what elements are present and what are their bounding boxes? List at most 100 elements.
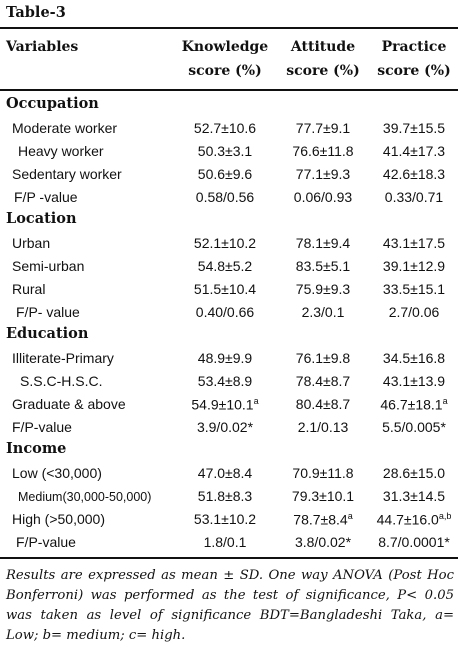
attitude-value: 78.1±9.4 — [295, 235, 351, 251]
row-label: Heavy worker — [18, 143, 104, 159]
knowledge-value: 54.8±5.2 — [197, 258, 253, 274]
practice-value: 34.5±16.8 — [382, 350, 446, 366]
knowledge-value: 0.40/0.66 — [195, 304, 255, 320]
attitude-value: 77.1±9.3 — [295, 166, 351, 182]
significance-marker: a,b — [438, 511, 452, 521]
table-row: Illiterate-Primary 48.9±9.9 76.1±9.8 34.… — [0, 348, 458, 371]
knowledge-value: 53.4±8.9 — [197, 373, 253, 389]
table-row: Medium(30,000-50,000) 51.8±8.3 79.3±10.1… — [0, 486, 458, 509]
practice-value: 43.1±13.9 — [382, 373, 446, 389]
attitude-value: 3.8/0.02* — [294, 534, 352, 550]
section-location: Location — [6, 210, 77, 227]
attitude-value: 83.5±5.1 — [295, 258, 351, 274]
knowledge-value: 53.1±10.2 — [193, 511, 257, 527]
practice-value: 41.4±17.3 — [382, 143, 446, 159]
table-row: Rural 51.5±10.4 75.9±9.3 33.5±15.1 — [0, 279, 458, 302]
row-label: F/P-value — [12, 419, 72, 435]
practice-value: 46.7±18.1a — [370, 396, 458, 413]
practice-value: 31.3±14.5 — [382, 488, 446, 504]
table-row: F/P- value 0.40/0.66 2.3/0.1 2.7/0.06 — [0, 302, 458, 325]
table-row: Graduate & above 54.9±10.1a 80.4±8.7 46.… — [0, 394, 458, 417]
table-row: F/P -value 0.58/0.56 0.06/0.93 0.33/0.71 — [0, 187, 458, 210]
knowledge-value: 47.0±8.4 — [197, 465, 253, 481]
header-knowledge-line1: Knowledge — [181, 39, 269, 55]
practice-value: 28.6±15.0 — [382, 465, 446, 481]
table-row: High (>50,000) 53.1±10.2 78.7±8.4a 44.7±… — [0, 509, 458, 532]
table-row: Low (<30,000) 47.0±8.4 70.9±11.8 28.6±15… — [0, 463, 458, 486]
table-footnote: Results are expressed as mean ± SD. One … — [6, 568, 454, 643]
header-attitude-line2: score (%) — [286, 63, 360, 79]
knowledge-value: 51.8±8.3 — [197, 488, 253, 504]
header-rule — [0, 89, 458, 91]
practice-value: 8.7/0.0001* — [378, 534, 450, 550]
header-practice: Practice score (%) — [370, 35, 458, 83]
table-row: F/P-value 1.8/0.1 3.8/0.02* 8.7/0.0001* — [0, 532, 458, 555]
knowledge-value: 0.58/0.56 — [195, 189, 255, 205]
header-attitude: Attitude score (%) — [278, 35, 368, 83]
table-title: Table-3 — [6, 4, 66, 21]
practice-value: 39.7±15.5 — [382, 120, 446, 136]
section-income: Income — [6, 440, 67, 457]
knowledge-value: 3.9/0.02* — [196, 419, 254, 435]
header-attitude-line1: Attitude — [290, 39, 356, 55]
value-text: 44.7±16.0 — [376, 511, 439, 528]
value-text: 78.7±8.4 — [293, 511, 348, 528]
attitude-value: 76.6±11.8 — [292, 143, 354, 159]
row-label: Rural — [12, 281, 46, 297]
bottom-rule — [0, 557, 458, 559]
practice-value: 5.5/0.005* — [382, 419, 446, 435]
table-row: Urban 52.1±10.2 78.1±9.4 43.1±17.5 — [0, 233, 458, 256]
significance-marker: a — [347, 511, 353, 521]
row-label: F/P-value — [16, 534, 76, 550]
attitude-value: 80.4±8.7 — [295, 396, 351, 412]
attitude-value: 70.9±11.8 — [292, 465, 354, 481]
section-education: Education — [6, 325, 89, 342]
row-label: Low (<30,000) — [12, 465, 102, 481]
row-label: Urban — [12, 235, 51, 251]
header-knowledge-line2: score (%) — [188, 63, 262, 79]
table-row: S.S.C-H.S.C. 53.4±8.9 78.4±8.7 43.1±13.9 — [0, 371, 458, 394]
knowledge-value: 51.5±10.4 — [193, 281, 257, 297]
practice-value: 0.33/0.71 — [384, 189, 444, 205]
row-label: S.S.C-H.S.C. — [20, 373, 103, 389]
knowledge-value: 52.7±10.6 — [193, 120, 257, 136]
value-text: 54.9±10.1 — [191, 396, 254, 413]
significance-marker: a — [253, 396, 259, 406]
table-row: Heavy worker 50.3±3.1 76.6±11.8 41.4±17.… — [0, 141, 458, 164]
header-knowledge: Knowledge score (%) — [176, 35, 274, 83]
table-row: Sedentary worker 50.6±9.6 77.1±9.3 42.6±… — [0, 164, 458, 187]
practice-value: 43.1±17.5 — [382, 235, 446, 251]
knowledge-value: 48.9±9.9 — [197, 350, 253, 366]
attitude-value: 2.3/0.1 — [301, 304, 345, 320]
table-row: F/P-value 3.9/0.02* 2.1/0.13 5.5/0.005* — [0, 417, 458, 440]
significance-marker: a — [442, 396, 448, 406]
top-rule — [0, 27, 458, 29]
attitude-value: 77.7±9.1 — [295, 120, 351, 136]
knowledge-value: 52.1±10.2 — [193, 235, 257, 251]
row-label: Sedentary worker — [12, 166, 122, 182]
practice-value: 39.1±12.9 — [382, 258, 446, 274]
practice-value: 33.5±15.1 — [382, 281, 446, 297]
row-label: F/P- value — [16, 304, 80, 320]
table-row: Moderate worker 52.7±10.6 77.7±9.1 39.7±… — [0, 118, 458, 141]
row-label: Moderate worker — [12, 120, 118, 136]
row-label: Medium(30,000-50,000) — [18, 490, 152, 504]
knowledge-value: 50.3±3.1 — [197, 143, 253, 159]
row-label: Semi-urban — [12, 258, 85, 274]
section-occupation: Occupation — [6, 95, 99, 112]
knowledge-value: 50.6±9.6 — [197, 166, 253, 182]
table-row: Semi-urban 54.8±5.2 83.5±5.1 39.1±12.9 — [0, 256, 458, 279]
row-label: Graduate & above — [12, 396, 126, 412]
row-label: Illiterate-Primary — [12, 350, 114, 366]
knowledge-value: 54.9±10.1a — [176, 396, 274, 413]
row-label: High (>50,000) — [12, 511, 106, 527]
row-label: F/P -value — [14, 189, 78, 205]
practice-value: 2.7/0.06 — [388, 304, 440, 320]
header-practice-line1: Practice — [381, 39, 447, 55]
attitude-value: 79.3±10.1 — [291, 488, 355, 504]
attitude-value: 78.7±8.4a — [278, 511, 368, 528]
attitude-value: 2.1/0.13 — [297, 419, 349, 435]
attitude-value: 78.4±8.7 — [295, 373, 351, 389]
attitude-value: 0.06/0.93 — [293, 189, 353, 205]
